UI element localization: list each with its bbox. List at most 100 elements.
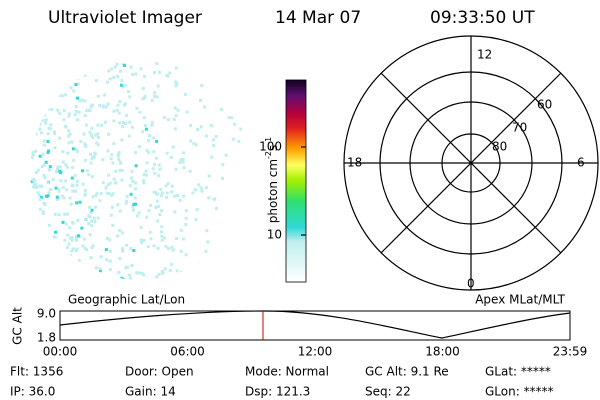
pixel — [59, 179, 63, 183]
pixel — [38, 82, 42, 86]
pixel — [145, 161, 149, 165]
pixel — [49, 275, 53, 279]
pixel — [99, 277, 103, 280]
pixel — [163, 267, 167, 271]
pixel — [108, 249, 112, 253]
pixel — [91, 195, 95, 199]
pixel — [34, 182, 38, 186]
pixel — [42, 163, 46, 167]
pixel — [44, 160, 48, 164]
pixel — [84, 267, 88, 271]
y-tick-label: 9.0 — [37, 307, 56, 321]
pixel — [68, 254, 72, 258]
pixel — [139, 238, 143, 242]
pixel — [140, 271, 144, 275]
pixel — [68, 66, 72, 70]
pixel — [39, 88, 43, 92]
pixel — [55, 85, 59, 89]
pixel — [44, 261, 48, 265]
pixel — [56, 79, 60, 83]
pixel — [117, 270, 121, 274]
pixel — [207, 174, 211, 178]
pixel — [121, 121, 125, 125]
pixel — [166, 118, 170, 122]
pixel — [169, 155, 173, 159]
pixel — [57, 71, 61, 75]
pixel — [214, 206, 218, 210]
pixel — [152, 94, 156, 98]
pixel — [62, 196, 66, 200]
pixel — [157, 272, 161, 276]
pixel — [160, 238, 164, 242]
pixel — [156, 84, 160, 88]
pixel — [39, 111, 43, 115]
pixel — [108, 181, 112, 185]
date: 14 Mar 07 — [275, 8, 361, 28]
pixel — [110, 205, 114, 209]
pixel — [184, 216, 188, 220]
pixel — [243, 231, 247, 235]
pixel — [124, 113, 128, 117]
pixel — [116, 203, 120, 207]
pixel — [105, 191, 109, 195]
pixel — [42, 143, 46, 147]
status-field: Dsp: 121.3 — [245, 385, 310, 399]
pixel — [118, 209, 122, 213]
pixel — [132, 202, 136, 206]
pixel — [120, 178, 124, 182]
pixel — [227, 82, 231, 86]
pixel — [104, 120, 108, 124]
pixel — [74, 147, 78, 151]
pixel — [72, 158, 76, 162]
pixel — [152, 136, 156, 140]
pixel — [173, 127, 177, 131]
pixel — [34, 263, 38, 267]
pixel — [90, 126, 94, 130]
pixel — [78, 99, 82, 103]
polar-grid — [343, 35, 599, 291]
pixel — [122, 63, 126, 67]
pixel — [114, 181, 118, 185]
pixel — [230, 116, 234, 120]
pixel — [125, 243, 129, 247]
pixel — [127, 273, 131, 277]
timeline-right-label: Apex MLat/MLT — [475, 293, 565, 307]
pixel — [39, 131, 43, 135]
pixel — [53, 235, 57, 239]
pixel — [54, 80, 58, 84]
pixel — [178, 160, 182, 164]
pixel — [67, 114, 71, 118]
pixel — [53, 212, 57, 216]
pixel — [151, 167, 155, 171]
pixel — [154, 205, 158, 209]
pixel — [80, 98, 84, 102]
pixel — [147, 150, 151, 154]
pixel — [195, 208, 199, 212]
pixel — [35, 249, 39, 253]
pixel — [75, 72, 79, 76]
pixel — [89, 223, 93, 227]
pixel — [94, 266, 98, 270]
pixel — [117, 111, 121, 115]
pixel — [141, 130, 145, 134]
pixel — [116, 74, 120, 78]
pixel — [189, 123, 193, 127]
pixel — [116, 103, 120, 107]
pixel — [71, 147, 75, 151]
pixel — [171, 275, 175, 279]
pixel — [79, 139, 83, 143]
pixel — [92, 276, 96, 280]
pixel — [83, 66, 87, 70]
pixel — [108, 259, 112, 263]
pixel — [112, 177, 116, 181]
pixel — [198, 262, 202, 266]
pixel — [93, 151, 97, 155]
pixel — [32, 275, 36, 279]
pixel — [113, 65, 117, 69]
pixel — [155, 62, 159, 66]
pixel — [48, 62, 52, 66]
pixel — [168, 71, 172, 75]
pixel — [57, 189, 61, 193]
pixel — [51, 178, 55, 182]
pixel — [212, 144, 216, 148]
